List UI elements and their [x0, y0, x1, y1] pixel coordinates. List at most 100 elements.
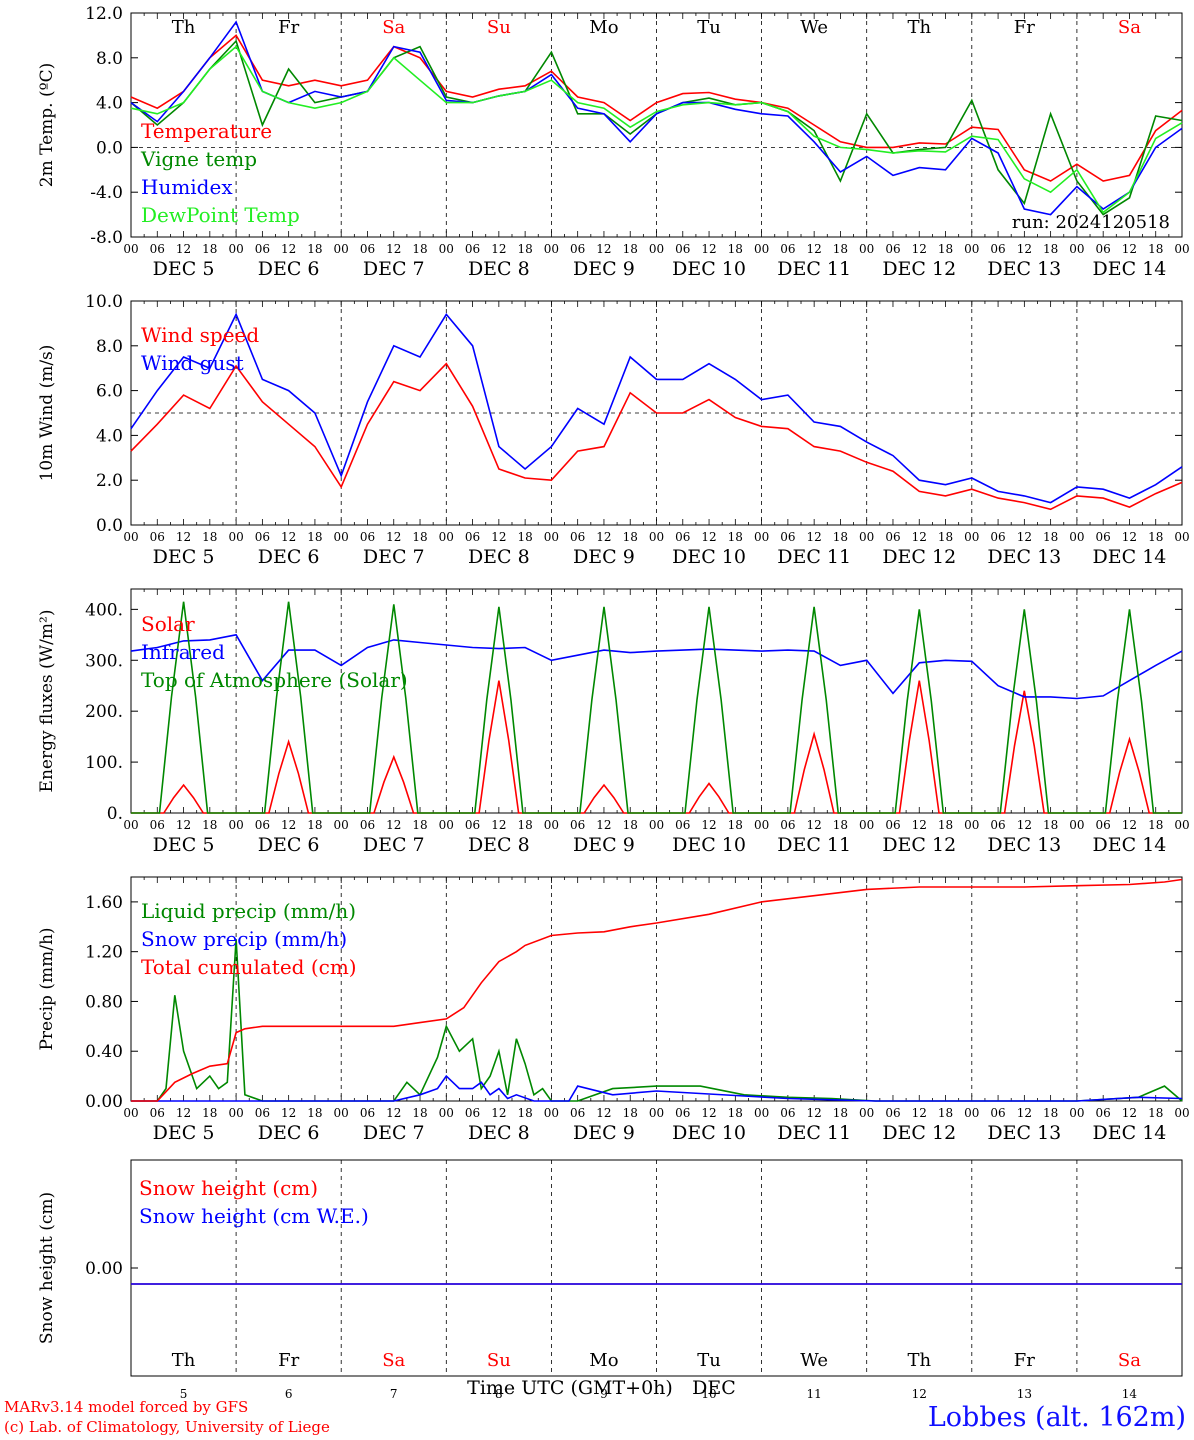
panel-1-hour-label: 18 — [307, 242, 322, 256]
panel-4-hour-label: 00 — [754, 1106, 769, 1120]
time-axis-label: Time UTC (GMT+0h) — [467, 1377, 673, 1399]
panel-3-hour-label: 12 — [912, 818, 927, 832]
panel-1-weekday-label: Sa — [1118, 17, 1141, 38]
panel-1-hour-label: 12 — [1122, 242, 1137, 256]
panel-1-date-label: DEC 12 — [882, 258, 956, 280]
panel-3-hour-label: 18 — [517, 818, 532, 832]
panel-4-hour-label: 00 — [964, 1106, 979, 1120]
panel-3-series-infrared — [130, 633, 1183, 700]
panel-3-hour-label: 00 — [544, 818, 559, 832]
panel-3-ytick-label: 0. — [107, 804, 123, 824]
panel-3-hour-label: 00 — [334, 818, 349, 832]
panel-2-hour-label: 00 — [544, 530, 559, 544]
panel-1-hour-label: 12 — [386, 242, 401, 256]
panel-1-legend-item: Temperature — [141, 119, 272, 143]
panel-2-date-label: DEC 6 — [258, 546, 320, 568]
panel-4-series-total-cumulated-cm- — [131, 878, 1183, 1102]
panel-4-ylabel: Precip (mm/h) — [37, 927, 57, 1050]
panel-1-hour-label: 06 — [150, 242, 165, 256]
panel-4-series-snow-precip-mm-h- — [131, 1074, 1183, 1102]
panel-1-hour-label: 00 — [334, 242, 349, 256]
panel-1-ytick-label: 12.0 — [85, 4, 123, 24]
panel-3-date-label: DEC 7 — [363, 834, 425, 856]
panel-4-ytick-label: 1.20 — [85, 943, 123, 963]
panel-4-hour-label: 06 — [255, 1106, 270, 1120]
panel-4-hour-label: 00 — [1174, 1106, 1189, 1120]
panel-3-hour-label: 12 — [386, 818, 401, 832]
panel-5-weekday-label: Th — [172, 1350, 196, 1371]
meteogram: 00 06 12 18 00 06 12 18 00 06 12 18 00 06 12 18 00 06 12 18… — [37, 4, 1190, 1400]
panel-4-hour-label: 12 — [1017, 1106, 1032, 1120]
panel-4-hour-label: 18 — [833, 1106, 848, 1120]
panel-3-hour-label: 18 — [728, 818, 743, 832]
panel-1-ytick-label: -4.0 — [90, 183, 123, 203]
panel-4-hour-label: 06 — [990, 1106, 1005, 1120]
panel-4-hour-label: 18 — [307, 1106, 322, 1120]
panel-3-hour-label: 12 — [1017, 818, 1032, 832]
panel-4-hour-label: 06 — [780, 1106, 795, 1120]
panel-1-hour-label: 06 — [255, 242, 270, 256]
panel-1-weekday-label: Th — [172, 17, 196, 38]
panel-5-day-number: 5 — [180, 1387, 188, 1400]
panel-2-hour-label: 12 — [596, 530, 611, 544]
panel-1-date-label: DEC 8 — [468, 258, 530, 280]
panel-2-ylabel: 10m Wind (m/s) — [37, 345, 57, 482]
panel-3-ytick-label: 300. — [85, 651, 123, 671]
panel-4-hour-label: 06 — [570, 1106, 585, 1120]
panel-2-date-label: DEC 14 — [1093, 546, 1167, 568]
panel-1-ytick-label: 4.0 — [96, 94, 123, 114]
panel-5-day-number: 9 — [600, 1387, 608, 1400]
panel-1-hour-label: 00 — [859, 242, 874, 256]
panel-4-date-label: DEC 14 — [1093, 1122, 1167, 1144]
panel-2-hour-label: 00 — [1069, 530, 1084, 544]
panel-4-hour-label: 00 — [649, 1106, 664, 1120]
panel-3-hour-label: 06 — [990, 818, 1005, 832]
panel-4-hour-label: 18 — [517, 1106, 532, 1120]
panel-3-hour-label: 00 — [439, 818, 454, 832]
panel-2-hour-label: 00 — [754, 530, 769, 544]
panel-1-hour-label: 00 — [228, 242, 243, 256]
model-credit: MARv3.14 model forced by GFS — [4, 1398, 249, 1416]
panel-1-legend-item: Humidex — [141, 175, 233, 199]
panel-4-hour-label: 06 — [885, 1106, 900, 1120]
panel-2-date-label: DEC 7 — [363, 546, 425, 568]
panel-4-hour-label: 12 — [1122, 1106, 1137, 1120]
panel-5-weekday-label: We — [800, 1350, 828, 1371]
panel-2-series-wind-speed — [130, 362, 1183, 511]
panel-2-hour-label: 06 — [255, 530, 270, 544]
panel-1-hour-label: 12 — [701, 242, 716, 256]
panel-4-hour-label: 12 — [596, 1106, 611, 1120]
panel-5-ylabel: Snow height (cm) — [37, 1192, 57, 1344]
panel-3-ytick-label: 200. — [85, 702, 123, 722]
panel-2-date-label: DEC 12 — [882, 546, 956, 568]
panel-1-hour-label: 00 — [544, 242, 559, 256]
panel-2-legend-item: Wind gust — [141, 351, 244, 375]
panel-2-hour-label: 12 — [1122, 530, 1137, 544]
panel-3-series-solar — [131, 680, 1182, 814]
panel-5-day-number: 13 — [1017, 1387, 1032, 1400]
panel-5-weekday-label: Th — [907, 1350, 931, 1371]
panel-1-weekday-label: Sa — [382, 17, 405, 38]
panel-4-ytick-label: 1.60 — [85, 893, 123, 913]
station-name: Lobbes (alt. 162m) — [927, 1402, 1186, 1433]
panel-3-hour-label: 12 — [596, 818, 611, 832]
panel-3-hour-label: 06 — [885, 818, 900, 832]
panel-1-weekday-label: We — [800, 17, 828, 38]
panel-1-hour-label: 12 — [491, 242, 506, 256]
panel-1-weekday-label: Fr — [1014, 17, 1035, 38]
panel-4-hour-label: 06 — [150, 1106, 165, 1120]
panel-2-hour-label: 06 — [675, 530, 690, 544]
panel-3-series-top-of-atmosphere-solar- — [131, 601, 1182, 814]
panel-5-day-number: 12 — [912, 1387, 927, 1400]
panel-1-series-dewpoint-temp — [130, 45, 1183, 214]
panel-2-hour-label: 18 — [412, 530, 427, 544]
panel-1-ytick-label: 8.0 — [96, 49, 123, 69]
lab-credit: (c) Lab. of Climatology, University of L… — [4, 1418, 330, 1436]
panel-3-date-label: DEC 5 — [153, 834, 215, 856]
panel-4-date-label: DEC 12 — [882, 1122, 956, 1144]
panel-2-hour-label: 00 — [1174, 530, 1189, 544]
panel-1-hour-label: 06 — [675, 242, 690, 256]
panel-3-date-label: DEC 14 — [1093, 834, 1167, 856]
panel-3-hour-label: 00 — [1174, 818, 1189, 832]
panel-2-date-label: DEC 5 — [153, 546, 215, 568]
